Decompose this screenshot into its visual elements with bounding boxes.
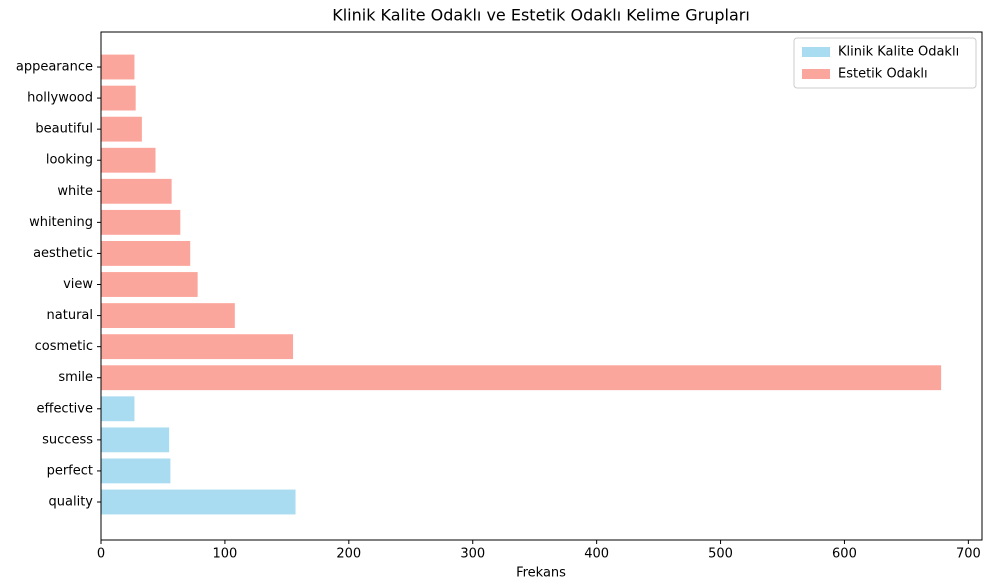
- y-tick-label: appearance: [16, 60, 93, 75]
- y-tick-label: cosmetic: [35, 339, 93, 354]
- x-axis-label: Frekans: [516, 566, 566, 581]
- bar: [101, 396, 135, 422]
- bar: [101, 178, 172, 204]
- x-tick-label: 300: [460, 547, 485, 562]
- legend-label: Klinik Kalite Odaklı: [838, 45, 959, 60]
- plot-frame: [100, 31, 983, 541]
- y-tick-label: success: [42, 432, 93, 447]
- legend-swatch: [802, 47, 830, 57]
- x-tick-label: 0: [97, 547, 105, 562]
- y-tick-label: whitening: [29, 215, 93, 230]
- x-tick-label: 200: [336, 547, 361, 562]
- bar: [101, 116, 142, 142]
- bar: [101, 334, 294, 360]
- legend-swatch: [802, 69, 830, 79]
- y-tick-label: looking: [46, 153, 93, 168]
- x-tick-label: 500: [708, 547, 733, 562]
- bar: [101, 303, 235, 329]
- bar: [101, 365, 942, 391]
- bar: [101, 458, 171, 484]
- x-tick-label: 100: [212, 547, 237, 562]
- bar: [101, 85, 136, 111]
- y-tick-label: beautiful: [35, 122, 93, 137]
- bar: [101, 489, 296, 515]
- chart-title: Klinik Kalite Odaklı ve Estetik Odaklı K…: [332, 6, 750, 25]
- y-tick-label: white: [57, 184, 93, 199]
- legend-box: [793, 37, 977, 89]
- x-tick-label: 400: [584, 547, 609, 562]
- y-tick-label: aesthetic: [33, 246, 93, 261]
- y-tick-label: effective: [36, 401, 93, 416]
- y-tick-label: perfect: [47, 463, 93, 478]
- bar: [101, 427, 170, 453]
- y-tick-label: view: [63, 277, 93, 292]
- x-tick-label: 600: [832, 547, 857, 562]
- bar: [101, 54, 135, 80]
- x-tick-label: 700: [956, 547, 981, 562]
- y-tick-label: hollywood: [27, 91, 93, 106]
- y-tick-label: natural: [47, 308, 93, 323]
- bar: [101, 147, 156, 173]
- y-tick-label: quality: [49, 495, 94, 510]
- legend-label: Estetik Odaklı: [838, 67, 928, 82]
- bar: [101, 241, 191, 266]
- y-tick-label: smile: [58, 370, 93, 385]
- bar: [101, 272, 198, 297]
- bar: [101, 209, 181, 235]
